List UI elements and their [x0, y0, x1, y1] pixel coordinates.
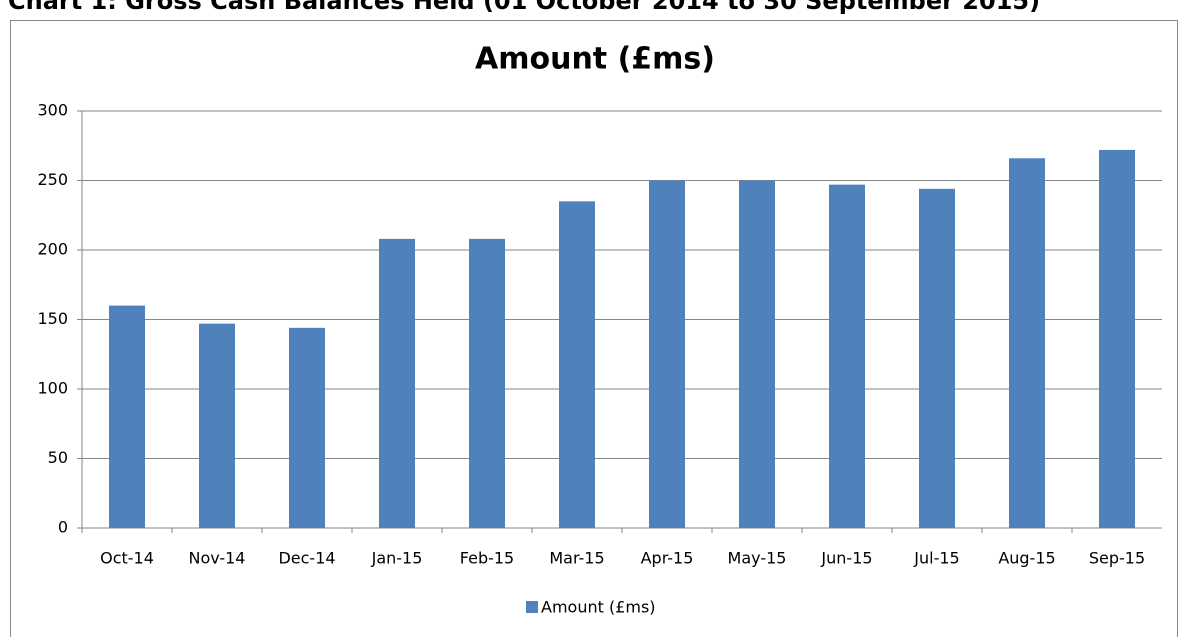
bar: [469, 238, 505, 528]
legend-swatch: [526, 601, 538, 613]
x-tick-label: Jun-15: [820, 549, 872, 568]
bar: [739, 180, 775, 528]
bar: [379, 238, 415, 528]
bar: [1009, 158, 1045, 528]
x-tick-label: Oct-14: [100, 549, 154, 568]
x-tick-label: Sep-15: [1089, 549, 1145, 568]
x-tick-label: Apr-15: [641, 549, 694, 568]
y-tick-label: 50: [48, 448, 68, 467]
bar: [109, 305, 145, 528]
bar: [1099, 149, 1135, 529]
bar: [199, 323, 235, 528]
bar: [559, 201, 595, 528]
y-tick-label: 100: [37, 379, 68, 398]
x-tick-label: Dec-14: [278, 549, 335, 568]
x-tick-label: Jan-15: [371, 549, 423, 568]
y-tick-label: 300: [37, 101, 68, 120]
chart-title: Amount (£ms): [475, 42, 715, 77]
bar: [289, 327, 325, 528]
page-heading: Chart 1: Gross Cash Balances Held (01 Oc…: [8, 0, 1040, 15]
x-tick-label: Aug-15: [998, 549, 1055, 568]
bar: [919, 188, 955, 528]
y-tick-label: 250: [37, 170, 68, 189]
x-tick-label: Nov-14: [189, 549, 246, 568]
x-tick-label: Jul-15: [913, 549, 959, 568]
x-tick-label: May-15: [728, 549, 787, 568]
bar: [829, 184, 865, 529]
y-tick-label: 0: [58, 518, 68, 537]
x-tick-label: Feb-15: [460, 549, 514, 568]
y-tick-label: 150: [37, 309, 68, 328]
x-tick-label: Mar-15: [549, 549, 604, 568]
bar: [649, 180, 685, 528]
y-tick-label: 200: [37, 240, 68, 259]
legend-label: Amount (£ms): [541, 598, 656, 617]
